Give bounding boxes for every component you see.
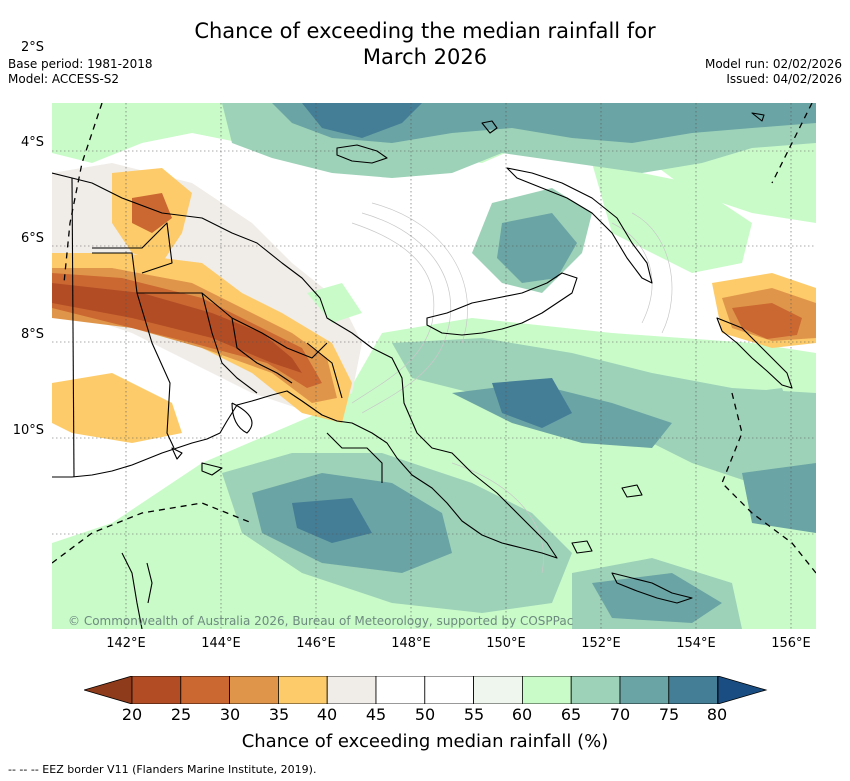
colorbar-cell	[668, 676, 718, 704]
lon-label-148e: 148°E	[391, 636, 431, 651]
colorbar-label: Chance of exceeding median rainfall (%)	[241, 731, 609, 752]
meta-left: Base period: 1981-2018 Model: ACCESS-S2	[8, 57, 153, 87]
colorbar-tick-20: 20	[121, 705, 143, 724]
lon-label-142e: 142°E	[106, 636, 146, 651]
map-title: Chance of exceeding the median rainfall …	[0, 18, 850, 70]
base-period: Base period: 1981-2018	[8, 57, 153, 71]
colorbar-cell	[229, 676, 279, 704]
colorbar-extend-low	[84, 676, 133, 704]
lat-label-8s: 8°S	[20, 327, 44, 342]
eez-borders	[52, 103, 816, 574]
lon-label-144e: 144°E	[201, 636, 241, 651]
colorbar-cell	[521, 676, 572, 704]
colorbar-cell	[131, 676, 182, 704]
copyright-notice: © Commonwealth of Australia 2026, Bureau…	[68, 614, 574, 628]
model-name: Model: ACCESS-S2	[8, 72, 120, 86]
colorbar-tick-80: 80	[706, 705, 728, 724]
colorbar-cell	[326, 676, 377, 704]
colorbar-cell	[375, 676, 426, 704]
title-line-1: Chance of exceeding the median rainfall …	[194, 19, 656, 43]
probability-shading	[52, 103, 816, 629]
colorbar-tick-70: 70	[609, 705, 631, 724]
colorbar-tick-35: 35	[268, 705, 290, 724]
lon-label-150e: 150°E	[486, 636, 526, 651]
colorbar-tick-25: 25	[170, 705, 192, 724]
colorbar-tick-40: 40	[316, 705, 338, 724]
lon-label-154e: 154°E	[676, 636, 716, 651]
colorbar-cell	[277, 676, 328, 704]
rainfall-map[interactable]	[52, 103, 816, 629]
colorbar	[84, 676, 768, 704]
meta-right: Model run: 02/02/2026 Issued: 04/02/2026	[705, 57, 842, 87]
colorbar-cell	[180, 676, 231, 704]
colorbar-cell	[424, 676, 474, 704]
colorbar-cell	[473, 676, 523, 704]
contour-lines	[351, 202, 673, 574]
colorbar-cell	[570, 676, 621, 704]
lon-label-156e: 156°E	[771, 636, 811, 651]
colorbar-tick-65: 65	[560, 705, 582, 724]
eez-legend: -- -- -- EEZ border V11 (Flanders Marine…	[8, 763, 317, 776]
title-line-2: March 2026	[362, 45, 488, 69]
lat-label-6s: 6°S	[20, 231, 44, 246]
colorbar-tick-30: 30	[219, 705, 241, 724]
coastlines	[52, 112, 793, 629]
colorbar-cells	[131, 676, 718, 704]
colorbar-cell	[619, 676, 670, 704]
map-canvas	[52, 103, 816, 629]
colorbar-tick-50: 50	[414, 705, 436, 724]
colorbar-tick-60: 60	[511, 705, 533, 724]
lat-label-4s: 4°S	[20, 135, 44, 150]
lon-label-152e: 152°E	[581, 636, 621, 651]
colorbar-tick-75: 75	[658, 705, 680, 724]
graticule	[52, 103, 816, 629]
issued-date: Issued: 04/02/2026	[726, 72, 842, 86]
colorbar-extend-high	[717, 676, 768, 704]
model-run: Model run: 02/02/2026	[704, 57, 842, 71]
colorbar-tick-55: 55	[463, 705, 485, 724]
lon-label-146e: 146°E	[296, 636, 336, 651]
lat-label-2s: 2°S	[20, 40, 44, 55]
colorbar-tick-45: 45	[365, 705, 387, 724]
lat-label-10s: 10°S	[12, 423, 44, 438]
